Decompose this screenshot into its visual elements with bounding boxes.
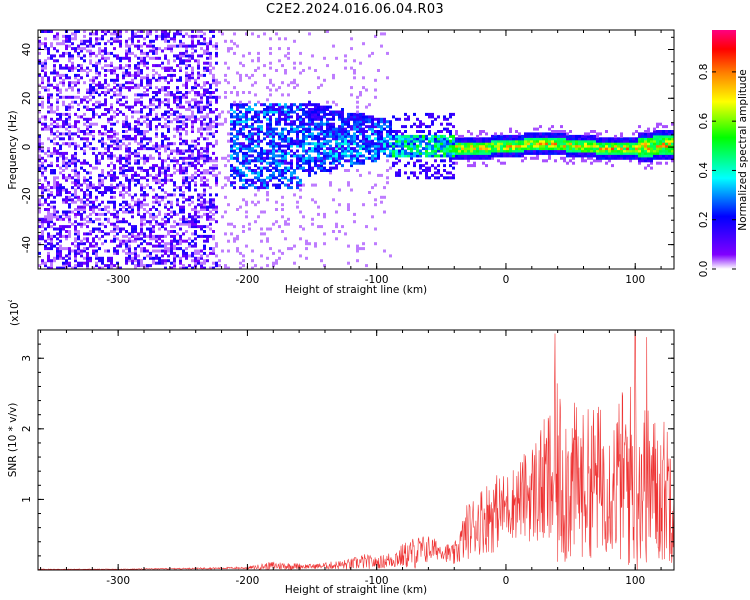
bottom-y-axis-label: SNR (10 * v/v) [7, 403, 19, 478]
top-y-tick-label: 40 [21, 43, 33, 56]
top-x-axis-label: Height of straight line (km) [285, 284, 427, 296]
bottom-x-axis-label: Height of straight line (km) [285, 584, 427, 596]
chart-title: C2E2.2024.016.06.04.R03 [266, 2, 444, 17]
top-y-tick-label: 20 [21, 92, 33, 105]
colorbar-tick-label: 0.2 [698, 211, 710, 228]
bottom-y-tick-label: 1 [21, 496, 33, 503]
top-x-tick-label: -300 [106, 274, 130, 286]
top-x-tick-label: -200 [235, 274, 259, 286]
top-y-tick-label: -20 [21, 187, 33, 204]
top-x-tick-label: 100 [625, 274, 645, 286]
bottom-y-tick-label: 3 [21, 355, 33, 362]
top-y-tick-label: -40 [21, 236, 33, 253]
colorbar-tick-label: 0.8 [698, 64, 710, 81]
colorbar-tick-label: 0.6 [698, 112, 710, 129]
top-y-tick-label: 0 [21, 144, 33, 151]
bottom-x-tick-label: 100 [625, 575, 645, 587]
colorbar-label: Normalized spectral amplitude [737, 69, 749, 230]
bottom-x-tick-label: 0 [503, 575, 510, 587]
top-x-tick-label: 0 [503, 274, 510, 286]
top-x-tick-label: -100 [365, 274, 389, 286]
top-y-axis-label: Frequency (Hz) [7, 110, 19, 189]
y-multiplier-label: (x104) [6, 300, 21, 326]
bottom-y-tick-label: 2 [21, 425, 33, 432]
snr-chart: -300 -200 -100 0 100 1 2 3 Height of straight l… [6, 300, 675, 596]
colorbar-tick-label: 0.4 [698, 162, 710, 179]
snr-plot-area [38, 330, 674, 570]
bottom-x-tick-label: -300 [106, 575, 130, 587]
bottom-x-tick-label: -100 [365, 575, 389, 587]
colorbar-tick-label: 0.0 [698, 261, 710, 278]
bottom-x-tick-label: -200 [235, 575, 259, 587]
colorbar [712, 30, 736, 269]
